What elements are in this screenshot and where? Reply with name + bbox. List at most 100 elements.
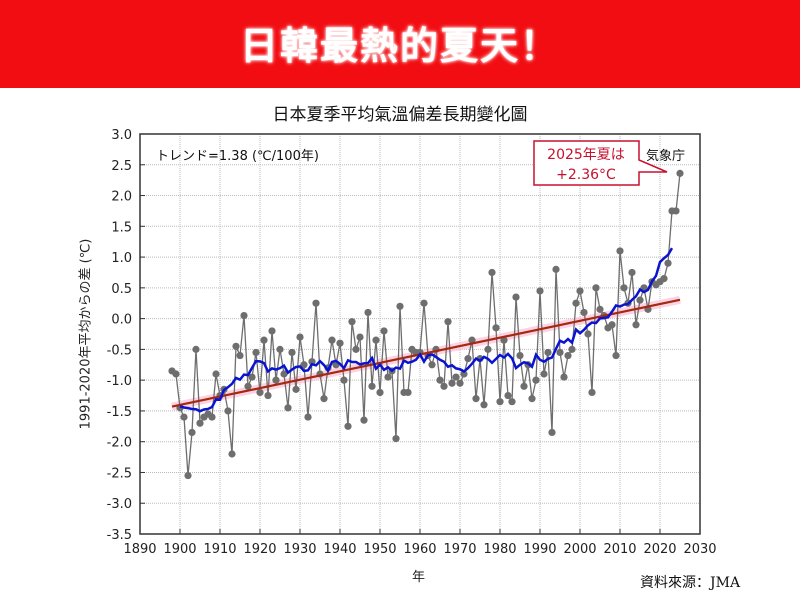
data-point <box>396 302 404 310</box>
data-point <box>508 398 516 406</box>
data-point <box>632 321 640 329</box>
data-point <box>444 318 452 326</box>
x-tick-label: 1890 <box>123 542 156 557</box>
data-point <box>608 321 616 329</box>
source-credit: 資料來源：JMA <box>640 575 741 591</box>
data-point <box>452 373 460 381</box>
data-point <box>300 361 308 369</box>
y-tick-label: 1.0 <box>111 251 132 266</box>
data-point <box>512 293 520 301</box>
data-point <box>620 284 628 292</box>
data-point <box>392 435 400 443</box>
data-point <box>500 336 508 344</box>
data-point <box>280 370 288 378</box>
data-point <box>520 382 528 390</box>
agency-label: 気象庁 <box>646 148 685 164</box>
data-point <box>264 391 272 400</box>
data-point <box>448 379 456 387</box>
data-point <box>516 351 524 360</box>
data-point <box>544 348 552 357</box>
data-point <box>528 395 536 403</box>
data-point <box>320 395 328 403</box>
data-point <box>484 345 492 353</box>
data-point <box>584 330 592 338</box>
y-tick-label: -3.5 <box>107 528 132 543</box>
data-point <box>564 351 572 360</box>
data-point <box>336 339 344 347</box>
data-point <box>276 345 284 353</box>
data-point <box>304 413 312 421</box>
y-tick-label: -2.5 <box>107 466 132 481</box>
x-tick-label: 2010 <box>603 542 636 557</box>
x-tick-label: 1910 <box>203 542 236 557</box>
data-point <box>184 471 192 480</box>
data-point <box>428 361 436 369</box>
trend-line <box>171 298 681 408</box>
running-mean-line <box>179 247 674 413</box>
x-tick-label: 1980 <box>483 542 516 557</box>
data-point <box>172 370 180 378</box>
data-point <box>404 388 412 397</box>
data-point <box>628 268 636 277</box>
data-point <box>252 348 260 357</box>
data-point <box>672 207 680 215</box>
data-point <box>496 398 504 406</box>
data-point <box>676 169 684 177</box>
y-tick-label: -3.0 <box>107 497 132 512</box>
data-point <box>460 370 468 378</box>
plot-frame <box>139 133 701 535</box>
callout-line2: +2.36°C <box>556 167 616 183</box>
data-point <box>592 284 600 292</box>
data-point <box>248 373 256 381</box>
data-point <box>536 287 544 295</box>
data-point <box>472 395 480 403</box>
data-point <box>312 299 320 307</box>
annual-series-line <box>171 173 681 476</box>
data-point <box>236 351 244 360</box>
data-point <box>504 391 512 400</box>
data-point <box>576 287 584 295</box>
data-point <box>344 422 352 430</box>
data-point <box>660 275 668 283</box>
data-point <box>224 407 232 415</box>
data-point <box>372 336 380 344</box>
data-point <box>272 376 280 384</box>
data-point <box>616 247 624 255</box>
x-tick-label: 1950 <box>363 542 396 557</box>
data-point <box>368 382 376 390</box>
y-tick-label: -1.5 <box>107 405 132 420</box>
data-point <box>636 296 644 304</box>
y-tick-label: 3.0 <box>111 128 132 143</box>
callout-line1: 2025年夏は <box>547 147 625 163</box>
data-point <box>532 376 540 384</box>
data-point <box>208 413 216 421</box>
x-tick-label: 2000 <box>563 542 596 557</box>
data-point <box>572 299 580 307</box>
data-point <box>188 428 196 437</box>
data-point <box>356 333 364 341</box>
x-tick-label: 1930 <box>283 542 316 557</box>
data-point <box>328 336 336 344</box>
data-point <box>260 336 268 344</box>
trend-label: トレンド=1.38 (℃/100年) <box>156 149 319 164</box>
data-point <box>464 355 472 363</box>
data-point <box>436 376 444 384</box>
data-point <box>556 348 564 357</box>
data-point <box>380 327 388 335</box>
data-point <box>664 259 672 267</box>
data-point <box>232 342 240 350</box>
data-point <box>440 382 448 390</box>
data-point <box>192 345 200 353</box>
data-point <box>468 336 476 344</box>
data-point <box>228 450 236 458</box>
y-tick-label: -2.0 <box>107 436 132 451</box>
data-point <box>196 419 204 427</box>
x-tick-label: 1900 <box>163 542 196 557</box>
data-point <box>492 324 500 332</box>
x-tick-label: 1960 <box>403 542 436 557</box>
y-tick-label: 2.0 <box>111 190 132 205</box>
callout-box <box>533 140 668 186</box>
x-tick-label: 2020 <box>643 542 676 557</box>
data-point <box>288 348 296 357</box>
data-point <box>540 370 548 378</box>
